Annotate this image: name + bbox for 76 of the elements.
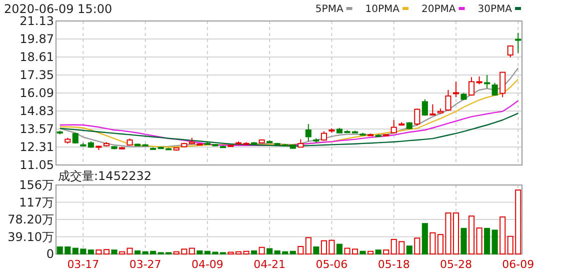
bar [484, 228, 490, 254]
x-tick-label: 05-28 [440, 258, 472, 271]
legend-label: 30PMA [478, 4, 512, 15]
candlestick [422, 98, 428, 116]
y-tick-label: 21.13 [20, 14, 54, 28]
y-tick-label: 78.20万 [8, 212, 54, 226]
x-tick-label: 03-17 [67, 258, 100, 271]
candlestick [414, 108, 420, 126]
y-tick-label: 17.35 [20, 68, 54, 82]
bar [313, 246, 320, 254]
x-tick-label: 06-09 [502, 258, 534, 271]
candlestick [484, 74, 490, 89]
bar [336, 244, 343, 254]
legend-label: 20PMA [422, 4, 456, 15]
y-tick-label: 156万 [19, 178, 54, 192]
bar [452, 212, 460, 254]
bar [383, 250, 390, 254]
bar [492, 230, 498, 254]
bar [96, 250, 102, 254]
chart-title: 2020-06-09 15:00 [4, 2, 112, 16]
y-tick-label: 12.31 [20, 140, 54, 154]
bar [266, 248, 273, 254]
bar [111, 250, 118, 254]
bar [103, 249, 110, 254]
bar [243, 250, 250, 254]
bar [134, 250, 141, 254]
bar [188, 248, 195, 254]
candlestick [452, 81, 460, 98]
candlestick [305, 124, 312, 142]
line-series [59, 112, 519, 147]
bar [430, 232, 436, 254]
candlestick [515, 32, 522, 54]
candlestick [430, 104, 436, 116]
bar [118, 251, 126, 254]
y-tick-label: 14.83 [20, 104, 54, 118]
y-tick-label: 39.10万 [8, 230, 54, 244]
y-tick-label: 0 [46, 247, 54, 261]
y-tick-label: 16.09 [20, 86, 54, 100]
bar [414, 238, 420, 254]
legend-label: 5PMA [315, 4, 344, 15]
bar [422, 223, 428, 254]
line-series [59, 100, 519, 146]
bar [258, 246, 265, 254]
x-tick-label: 05-18 [378, 258, 410, 271]
bar [305, 237, 312, 254]
y-tick-label: 18.61 [20, 50, 54, 64]
bar [196, 250, 203, 254]
bar [460, 228, 467, 254]
x-tick-label: 04-09 [191, 258, 224, 271]
bar [290, 250, 296, 254]
x-tick-label: 03-27 [129, 258, 162, 271]
bar [360, 250, 366, 254]
bar [251, 250, 258, 254]
candlestick [492, 82, 498, 96]
bar [298, 246, 304, 254]
legend-label: 10PMA [365, 4, 400, 15]
x-tick-label: 05-06 [316, 258, 348, 271]
bar [406, 246, 412, 254]
bar [476, 227, 482, 254]
candlestick [445, 90, 452, 112]
candlestick [468, 76, 475, 96]
bar [375, 250, 382, 254]
chart-subtitle: 成交量:1452232 [58, 169, 152, 183]
y-tick-label: 11.05 [20, 158, 54, 172]
bar [126, 248, 133, 254]
candlestick [500, 72, 506, 98]
x-tick-label: 04-21 [254, 258, 286, 271]
bar [368, 250, 374, 254]
y-tick-label: 19.87 [20, 32, 54, 46]
candlestick [390, 120, 397, 134]
candlestick [507, 45, 514, 58]
bar [468, 216, 475, 254]
bar [500, 216, 506, 254]
y-tick-label: 117万 [19, 195, 54, 210]
bar [88, 250, 94, 254]
y-tick-label: 13.57 [20, 122, 54, 136]
